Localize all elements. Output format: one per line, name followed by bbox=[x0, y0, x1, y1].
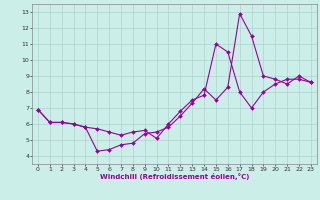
X-axis label: Windchill (Refroidissement éolien,°C): Windchill (Refroidissement éolien,°C) bbox=[100, 173, 249, 180]
